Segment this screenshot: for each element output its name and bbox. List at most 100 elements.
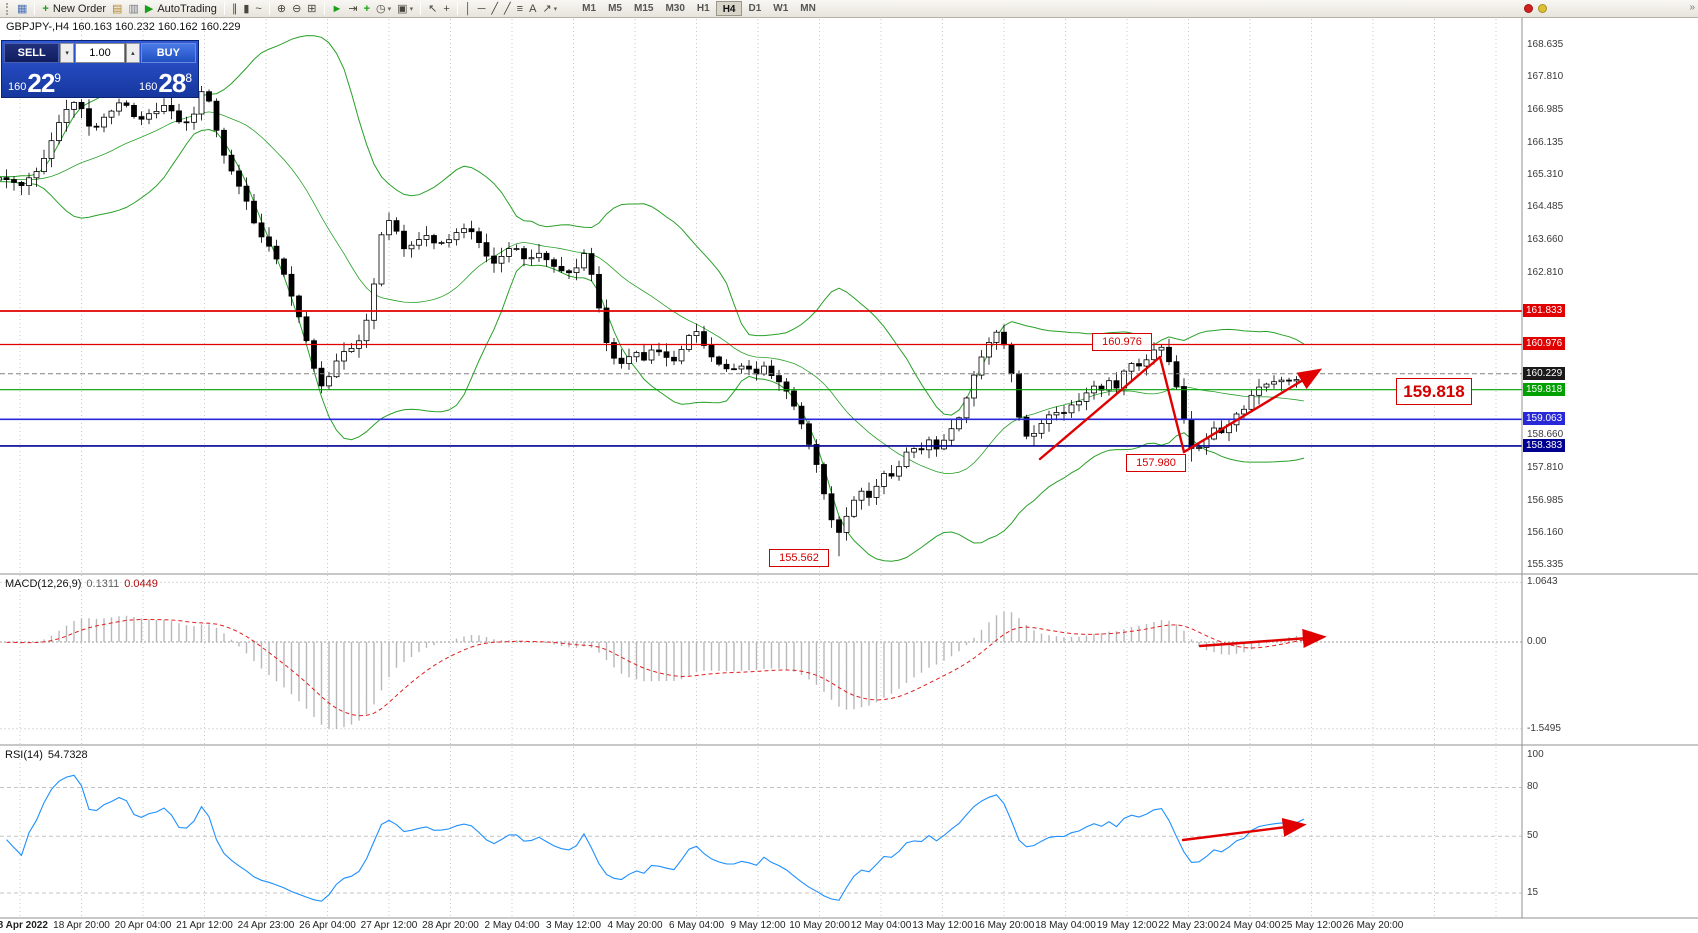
trend-line-down[interactable] [1158,355,1186,454]
new-order-button[interactable]: + New Order [39,1,109,17]
candle [588,253,595,275]
trend-arrows [1038,355,1327,842]
candle [476,231,482,243]
periods-icon[interactable]: ◷ ▾ [373,1,394,17]
autotrading-button[interactable]: ▶ AutoTrading [142,1,220,17]
timeframe-h4[interactable]: H4 [715,1,743,16]
toolbar-separator [420,2,422,15]
new-order-button-icon: + [42,2,49,15]
candle [678,349,685,362]
time-label: 24 May 04:00 [1219,920,1281,931]
time-label: 21 Apr 12:00 [176,920,233,931]
time-label: 22 May 23:00 [1158,920,1219,931]
chart-shift-icon-glyph: ⇥ [348,2,358,15]
candle [108,110,115,118]
text-label-icon[interactable]: A [526,1,539,17]
rsi-trend-arrow[interactable] [1181,817,1307,842]
cursor-icon[interactable]: ↖ [425,1,440,17]
candle [963,397,970,419]
candle [1083,392,1090,402]
candle [1271,381,1277,385]
mailbox-icon-glyph: ▥ [128,2,139,15]
trend-arrow-up-2[interactable] [1182,368,1323,454]
vertical-line-icon[interactable]: │ [462,1,475,17]
volume-decrease-button[interactable]: ▾ [60,43,74,63]
macd-trend-arrow[interactable] [1198,628,1327,648]
charts-window-icon[interactable]: ▦ [14,1,30,17]
bid-price-line-badge: 160.229 [1523,366,1566,380]
line-chart-icon[interactable]: ~ [252,1,264,17]
time-axis: 18 Apr 2022 18 Apr 20:00 20 Apr 04:00 21 Ap… [0,919,1698,933]
trend-line-up-1[interactable] [1038,355,1162,461]
tile-windows-icon[interactable]: ⊞ [304,1,319,17]
timeframe-h1[interactable]: H1 [696,3,710,14]
toolbar-overflow-icon[interactable]: » [1689,2,1695,13]
sell-button[interactable]: SELL [4,43,60,63]
chart-shift-icon[interactable]: ⇥ [345,1,360,17]
candle [708,344,715,358]
candle [56,122,62,141]
buy-price[interactable]: 160 28 8 [139,70,192,96]
candlestick-chart-icon[interactable]: ▮ [240,1,252,17]
sell-price-prefix: 160 [8,81,27,93]
candle [378,234,385,285]
arrows-tool-icon[interactable]: ↗ ▾ [539,1,560,17]
mailbox-icon[interactable]: ▥ [125,1,141,17]
zoom-in-icon[interactable]: ⊕ [274,1,289,17]
candle [888,473,895,477]
buy-button[interactable]: BUY [140,43,196,63]
rsi-name: RSI(14) [5,749,43,761]
alert-yellow-dot-icon [1538,4,1547,13]
candle [408,244,415,250]
bar-chart-icon[interactable]: ∥ [229,1,241,17]
horizontal-line-icon[interactable]: ─ [475,1,489,17]
crosshair-icon[interactable]: + [440,1,452,17]
candle [1301,373,1307,377]
candle [251,200,257,224]
indicators-icon[interactable]: + [361,1,373,17]
timeframe-w1[interactable]: W1 [773,3,789,14]
candle [791,390,797,407]
rsi-scale-label: 15 [1527,887,1539,899]
sell-price[interactable]: 160 22 9 [8,70,61,96]
candle [978,356,985,376]
price-annotation-160-976[interactable]: 160.976 [1092,333,1152,351]
candle [776,375,782,383]
equidistant-channel-icon[interactable]: ╱ [501,1,514,17]
trendline-icon[interactable]: ╱ [488,1,501,17]
candle [851,499,857,517]
toolbar-drag-handle[interactable] [6,2,11,15]
candle [281,258,287,275]
candle [506,248,512,257]
candle [1151,349,1157,361]
price-annotation-157-980[interactable]: 157.980 [1126,454,1186,472]
volume-input[interactable] [75,43,125,63]
candle [543,252,550,261]
candle [1143,359,1150,367]
expert-advisors-icon[interactable]: ▤ [109,1,125,17]
candle [1286,379,1292,382]
candle [513,248,520,251]
candle [1166,346,1172,363]
candle [1121,370,1127,389]
volume-increase-button[interactable]: ▴ [126,43,140,63]
indicators-icon-glyph: + [363,2,371,15]
timeframe-m5[interactable]: M5 [608,3,622,14]
fibonacci-retracement-icon[interactable]: ≡ [514,1,526,17]
timeframe-d1[interactable]: D1 [748,3,762,14]
candle [1091,385,1097,394]
timeframe-m15[interactable]: M15 [633,3,654,14]
auto-scroll-icon[interactable]: ► [329,1,346,17]
candle [911,448,917,453]
candle [821,464,827,495]
templates-icon[interactable]: ▣ ▾ [394,1,416,17]
price-annotation-155-562[interactable]: 155.562 [769,549,829,567]
timeframe-m30[interactable]: M30 [665,3,685,14]
candle [206,91,212,102]
timeframe-mn[interactable]: MN [800,3,816,14]
zoom-out-icon[interactable]: ⊖ [289,1,304,17]
timeframe-m1[interactable]: M1 [582,3,597,14]
price-annotation-159-818[interactable]: 159.818 [1396,378,1472,405]
candle [663,351,670,358]
